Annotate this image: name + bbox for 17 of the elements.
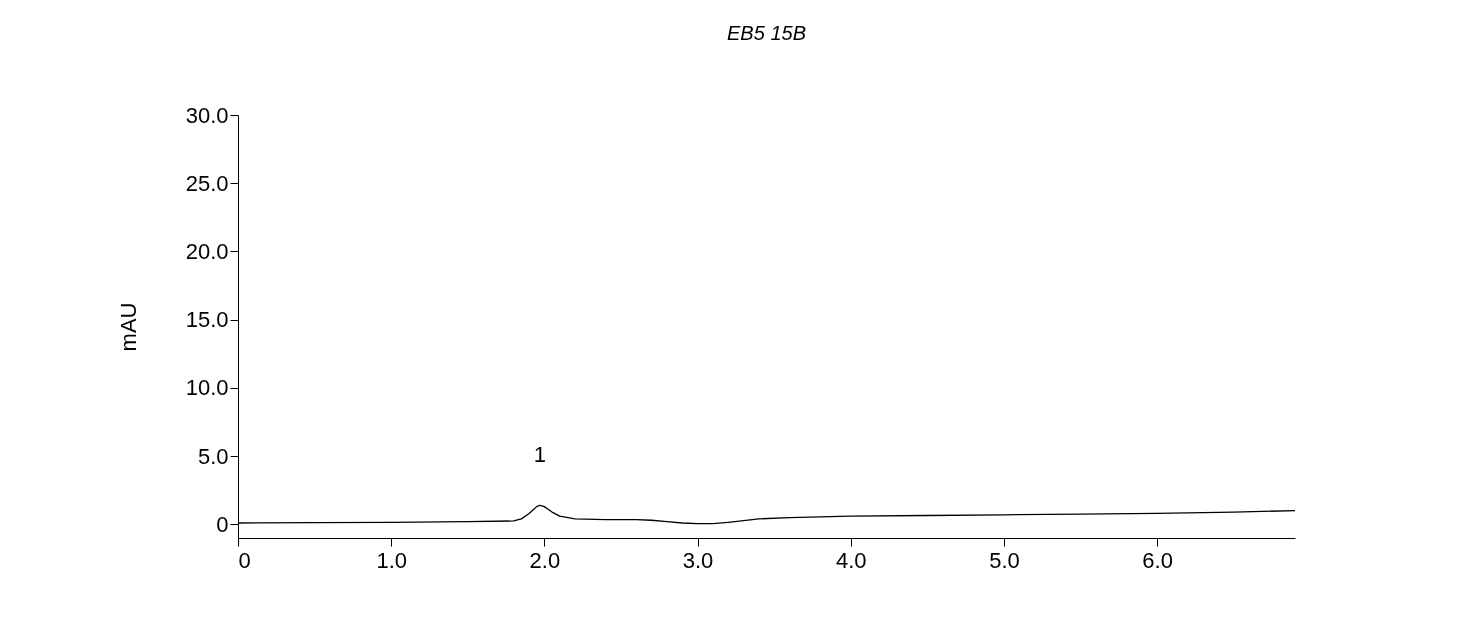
- x-tick-label: 0: [238, 547, 251, 573]
- chart-title: EB5 15B: [727, 22, 806, 44]
- y-tick-label: 0: [216, 511, 229, 537]
- annotation: 1: [533, 442, 546, 468]
- x-tick-label: 2.0: [529, 547, 561, 573]
- y-axis-title: mAU: [115, 302, 141, 352]
- x-tick-label: 1.0: [376, 547, 407, 573]
- y-tick-label: 30.0: [185, 102, 229, 128]
- x-tick-label: 6.0: [1142, 547, 1173, 573]
- x-tick-label: 3.0: [682, 547, 714, 573]
- x-tick-label: 5.0: [989, 547, 1020, 573]
- y-tick-label: 15.0: [185, 307, 229, 333]
- y-tick-label: 20.0: [185, 238, 229, 264]
- x-tick-label: 4.0: [835, 547, 867, 573]
- y-tick-label: 10.0: [185, 375, 229, 401]
- y-tick-label: 5.0: [197, 443, 229, 469]
- y-tick-label: 25.0: [185, 170, 229, 196]
